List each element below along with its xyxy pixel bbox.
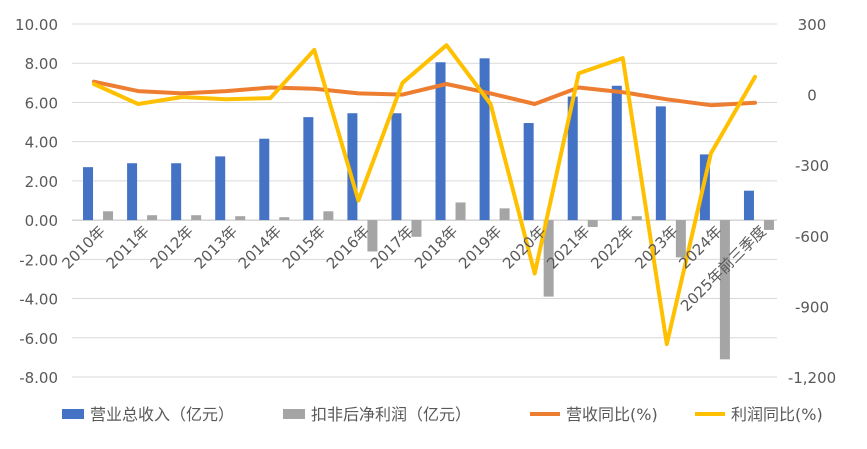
legend-swatch — [283, 409, 305, 419]
legend: 营业总收入（亿元） 扣非后净利润（亿元） 营收同比(%) 利润同比(%) — [62, 405, 823, 424]
y-left-tick-label: 2.00 — [25, 173, 58, 191]
bar — [103, 211, 114, 221]
x-category-label: 2010年 — [59, 222, 109, 272]
y-axis-right: -1,200 -900 -600 -300 0 300 — [788, 16, 836, 387]
bar — [83, 167, 94, 221]
bar — [411, 220, 422, 237]
bar — [655, 106, 666, 221]
y-left-tick-label: 10.00 — [15, 16, 58, 34]
bar — [543, 220, 554, 297]
bar — [587, 220, 598, 227]
bar — [215, 156, 226, 221]
bar — [191, 215, 202, 221]
bar — [367, 220, 378, 252]
bar — [611, 85, 622, 221]
legend-label: 扣非后净利润（亿元） — [311, 405, 471, 424]
x-category-label: 2011年 — [103, 222, 153, 272]
legend-label: 营业总收入（亿元） — [90, 405, 234, 424]
bar — [455, 202, 466, 221]
bar — [323, 211, 334, 221]
legend-label: 利润同比(%) — [731, 405, 823, 424]
x-axis-categories: 2010年2011年2012年2013年2014年2015年2016年2017年… — [59, 222, 770, 315]
x-category-label: 2012年 — [147, 222, 197, 272]
y-left-tick-label: -6.00 — [19, 330, 58, 348]
y-left-tick-label: -4.00 — [19, 291, 58, 309]
x-category-label: 2016年 — [323, 222, 373, 272]
x-category-label: 2014年 — [235, 222, 285, 272]
y-left-tick-label: 8.00 — [25, 55, 58, 73]
bar — [303, 117, 314, 221]
y-left-tick-label: 0.00 — [25, 212, 58, 230]
bars — [83, 58, 774, 360]
series-lines — [92, 43, 757, 347]
y-left-tick-label: 6.00 — [25, 94, 58, 112]
y-left-tick-label: -8.00 — [19, 369, 58, 387]
bar — [675, 220, 686, 258]
y-right-tick-label: 300 — [798, 16, 827, 34]
y-right-tick-label: -300 — [795, 157, 829, 175]
bar — [499, 208, 510, 221]
legend-label: 营收同比(%) — [566, 405, 658, 424]
series-line — [92, 43, 757, 347]
y-axis-left: -8.00 -6.00 -4.00 -2.00 0.00 2.00 4.00 6.00 8.00… — [15, 16, 58, 387]
bar — [523, 123, 534, 221]
y-left-tick-label: -2.00 — [19, 251, 58, 269]
x-category-label: 2013年 — [191, 222, 241, 272]
bar — [347, 113, 358, 221]
y-right-tick-label: -1,200 — [788, 369, 836, 387]
bar — [147, 215, 158, 221]
bar — [259, 138, 270, 221]
bar — [391, 113, 402, 221]
y-left-tick-label: 4.00 — [25, 134, 58, 152]
x-category-label: 2019年 — [455, 222, 505, 272]
series-line — [92, 79, 757, 108]
bar — [279, 217, 290, 221]
bar — [719, 220, 730, 360]
bar — [763, 220, 774, 230]
bar — [479, 58, 490, 221]
bar — [435, 62, 446, 221]
x-category-label: 2015年 — [279, 222, 329, 272]
y-right-tick-label: 0 — [807, 87, 817, 105]
y-right-tick-label: -900 — [795, 298, 829, 316]
bar — [567, 96, 578, 221]
x-category-label: 2022年 — [587, 222, 637, 272]
bar — [743, 190, 754, 221]
bar — [235, 216, 246, 221]
y-right-tick-label: -600 — [795, 228, 829, 246]
legend-swatch — [62, 409, 84, 419]
bar — [631, 216, 642, 221]
bar — [171, 163, 182, 221]
bar — [127, 163, 138, 221]
